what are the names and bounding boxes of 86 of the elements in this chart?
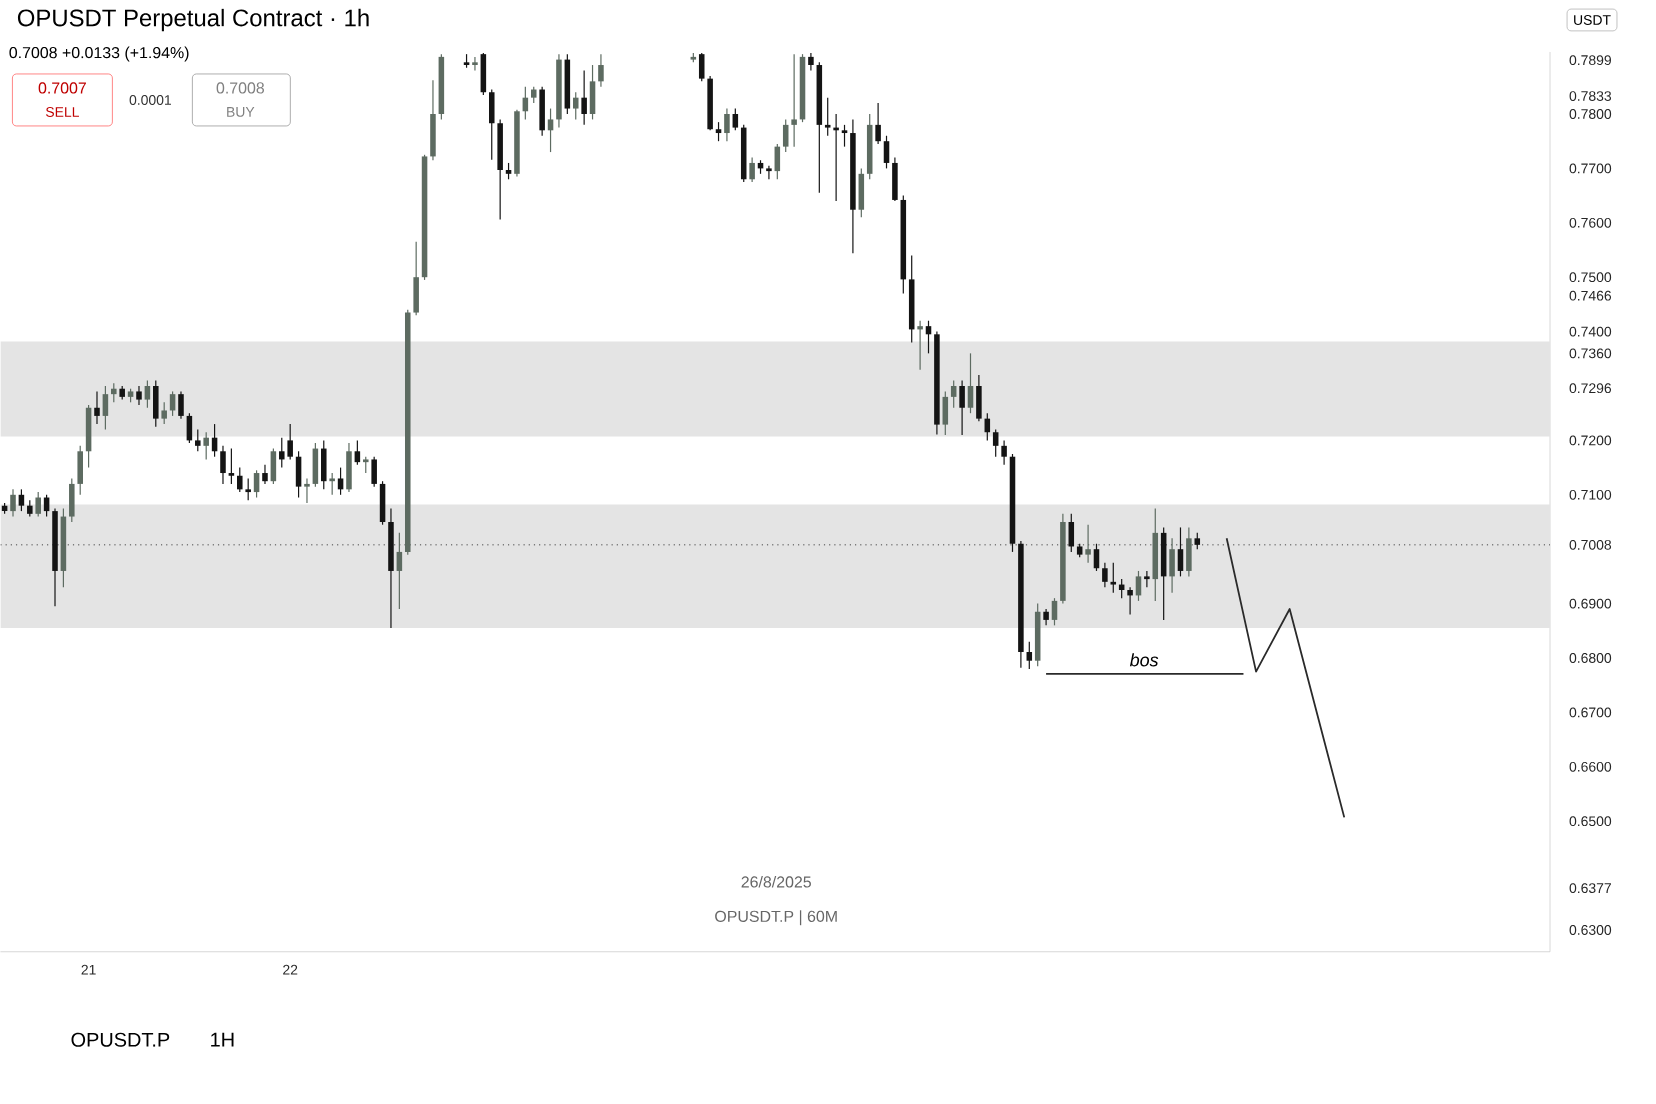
annotation: bos xyxy=(1129,653,1159,667)
candlestick xyxy=(337,467,344,496)
candlestick xyxy=(270,448,277,485)
candlestick xyxy=(144,380,151,409)
candlestick xyxy=(329,472,335,496)
candlestick xyxy=(69,478,75,523)
candlestick xyxy=(396,532,403,610)
candlestick xyxy=(539,86,545,137)
candlestick xyxy=(161,401,167,425)
candlestick xyxy=(841,124,848,148)
candlestick xyxy=(598,53,604,88)
candlestick xyxy=(488,89,495,161)
candlestick xyxy=(715,121,722,142)
candlestick xyxy=(153,380,159,428)
candlestick xyxy=(992,429,999,458)
candlestick xyxy=(321,439,327,491)
candlestick xyxy=(1144,570,1150,588)
chart-title: OPUSDT Perpetual Contract · 1h xyxy=(17,8,369,32)
candlestick xyxy=(245,478,251,501)
candlestick xyxy=(1110,562,1117,594)
candlestick xyxy=(1169,537,1175,594)
candlestick xyxy=(967,352,974,414)
candlestick xyxy=(379,480,386,526)
candlestick xyxy=(35,491,41,518)
candlestick xyxy=(581,70,587,126)
candlestick xyxy=(766,165,772,180)
candlestick xyxy=(220,445,226,485)
candlestick xyxy=(279,437,285,469)
candlestick xyxy=(178,390,184,420)
candlestick xyxy=(942,390,949,436)
candlestick xyxy=(824,97,831,137)
candlestick xyxy=(295,450,302,499)
candlestick xyxy=(1127,586,1133,616)
candlestick xyxy=(1186,526,1192,578)
candlestick xyxy=(18,488,25,512)
candlestick xyxy=(791,53,797,148)
candlestick xyxy=(94,390,100,425)
candlestick xyxy=(111,382,117,404)
candlestick xyxy=(858,167,865,219)
candlestick xyxy=(354,439,361,466)
candlestick xyxy=(883,135,890,170)
candlestick xyxy=(136,385,142,406)
candlestick xyxy=(724,108,730,142)
candlestick xyxy=(917,320,923,371)
candlestick xyxy=(1001,439,1007,466)
candlestick xyxy=(480,52,487,96)
candlestick xyxy=(1135,570,1142,602)
candlestick xyxy=(77,445,83,496)
candlestick xyxy=(1026,641,1033,670)
candlestick xyxy=(237,467,243,493)
line-series xyxy=(1225,537,1346,819)
candlestick xyxy=(950,380,957,409)
candlestick xyxy=(430,79,436,161)
candlestick xyxy=(228,448,235,485)
text: OPUSDT.P xyxy=(71,1032,170,1047)
candlestick xyxy=(413,241,419,316)
candlestick xyxy=(1177,526,1184,578)
candlestick xyxy=(1152,507,1159,602)
candlestick xyxy=(304,478,310,504)
candlestick xyxy=(1093,543,1100,572)
candlestick xyxy=(875,102,881,145)
candlestick xyxy=(732,108,739,132)
candlestick xyxy=(371,456,377,488)
candlestick xyxy=(1051,597,1058,627)
candlestick xyxy=(782,118,789,153)
candlestick xyxy=(749,157,755,183)
candlestick xyxy=(1102,562,1108,588)
candlestick xyxy=(195,429,201,452)
candlestick xyxy=(589,64,596,121)
candlestick xyxy=(102,385,109,431)
candlestick xyxy=(497,118,503,221)
text: 1H xyxy=(211,1033,234,1047)
candlestick xyxy=(698,52,705,83)
candlestick xyxy=(892,157,898,202)
candlestick xyxy=(572,91,579,121)
candlestick xyxy=(976,374,982,423)
candlestick xyxy=(203,431,209,461)
candlestick xyxy=(346,442,352,493)
candlestick xyxy=(253,469,260,499)
candlestick xyxy=(287,423,293,461)
candlestick xyxy=(1085,524,1091,564)
candlestick xyxy=(472,56,478,72)
candlestick xyxy=(959,380,965,436)
candlestick xyxy=(262,464,268,485)
candlestick xyxy=(547,108,554,153)
candlestick xyxy=(10,488,16,518)
